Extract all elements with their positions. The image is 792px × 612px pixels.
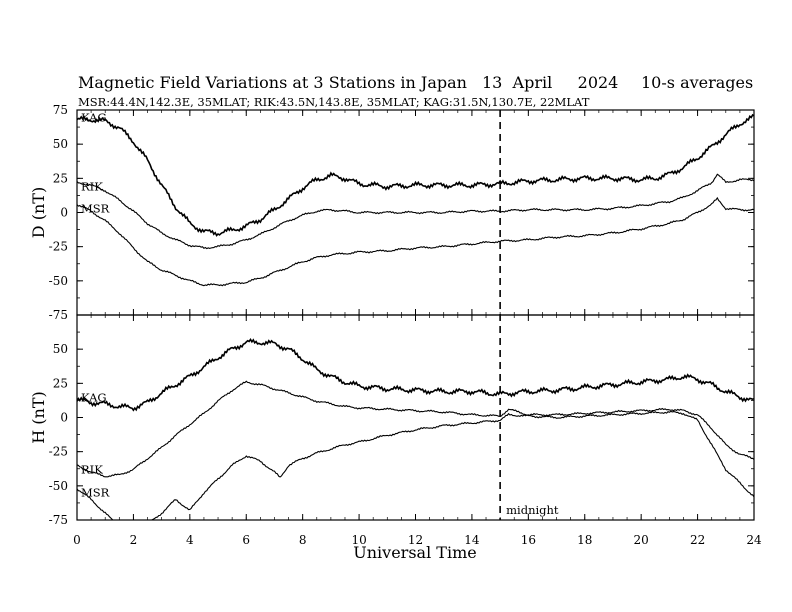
x-tick-label: 20 [634,533,649,547]
chart-averaging: 10-s averages [641,73,753,92]
y-tick-label: 25 [53,171,68,185]
panel-d: 75 50 25 0 -25 -50 -75 D (nT) KAG RIK MSR [29,103,755,322]
midnight-label: midnight [506,503,559,517]
x-tick-label: 14 [464,533,480,547]
x-tick-label: 2 [130,533,138,547]
panel-h: 50 25 0 -25 -50 -75 H (nT) KAG RIK MSR [29,314,755,527]
series-line-rik [77,380,754,478]
series-line-msr [77,410,754,520]
series-line-msr [77,196,754,287]
y-tick-label: 0 [60,411,68,425]
y-tick-label: 50 [53,342,68,356]
y-tick-label: -75 [49,513,68,527]
x-tick-label: 22 [690,533,705,547]
chart-date: 13 April 2024 [482,73,618,92]
series-label-msr: MSR [81,201,110,215]
x-tick-label: 8 [299,533,307,547]
series-label-kag: KAG [81,391,107,405]
series-line-kag [77,113,754,237]
x-tick-label: 6 [242,533,250,547]
y-tick-label: -50 [49,274,68,288]
chart-stations: MSR:44.4N,142.3E, 35MLAT; RIK:43.5N,143.… [78,95,590,109]
series-line-kag [77,338,754,412]
series-label-rik: RIK [81,462,103,476]
y-tick-label: 50 [53,137,68,151]
x-tick-label: 0 [73,533,81,547]
x-tick-label: 16 [521,533,536,547]
x-tick-label: 4 [186,533,194,547]
series-label-rik: RIK [81,179,103,193]
y-tick-label: -25 [49,445,68,459]
series-label-msr: MSR [81,486,110,500]
y-tick-label: 25 [53,376,68,390]
x-axis-label: Universal Time [353,543,476,562]
y-tick-label: -25 [49,240,68,254]
series-label-kag: KAG [81,111,107,125]
y-tick-label: 75 [53,103,68,117]
chart-title: Magnetic Field Variations at 3 Stations … [78,73,467,92]
x-tick-label: 12 [408,533,423,547]
x-tick-label: 24 [746,533,762,547]
y-tick-label: -75 [49,308,68,322]
x-tick-label: 18 [577,533,592,547]
y-tick-label: 0 [60,206,68,220]
panel-frame [76,314,755,521]
chart-panels: 75 50 25 0 -25 -50 -75 D (nT) KAG RIK MSR 50 25 0 -25 -… [29,103,762,547]
series-line-rik [77,173,754,250]
y-tick-label: -50 [49,479,68,493]
y-axis-label: D (nT) [29,187,48,238]
y-axis-label: H (nT) [29,391,48,444]
x-tick-label: 10 [351,533,366,547]
